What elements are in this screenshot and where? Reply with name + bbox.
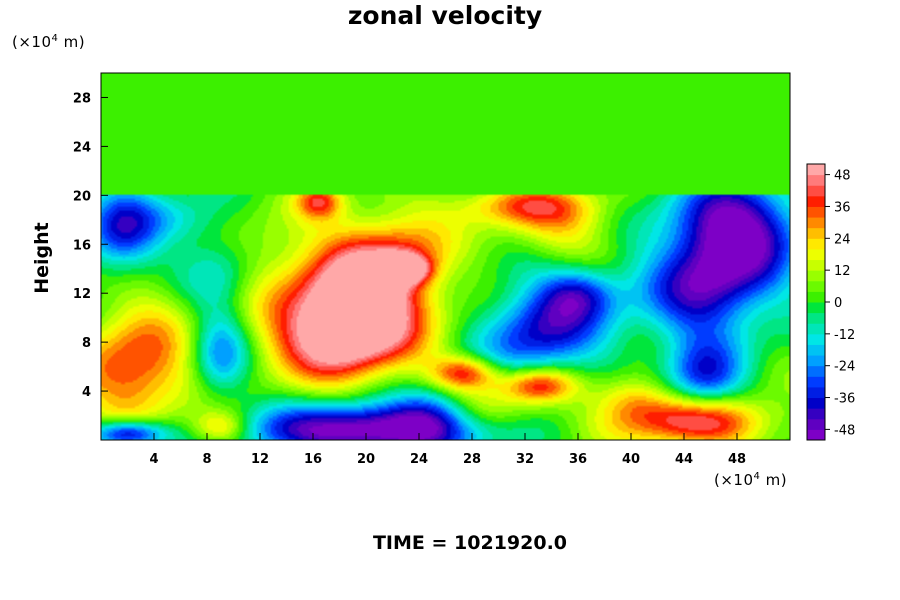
x-tick-label: 12 [251,452,269,467]
y-tick-label: 4 [82,385,91,400]
x-tick-label: 48 [728,452,746,467]
colorbar-segment [807,333,825,345]
colorbar-tick-label: 24 [834,232,851,247]
y-tick-label: 8 [82,336,91,351]
colorbar-tick-label: 12 [834,264,851,279]
colorbar-segment [807,365,825,377]
x-unit-exponent: 4 [753,471,761,482]
y-unit-exponent: 4 [51,33,59,44]
colorbar-segment [807,164,825,176]
plot-frame [100,72,791,441]
y-axis-unit-label: (×104 m) [12,33,85,51]
colorbar-segment [807,217,825,229]
x-tick-label: 16 [304,452,322,467]
x-axis-unit-label: (×104 m) [714,471,787,489]
colorbar-segment [807,408,825,420]
x-tick-label: 40 [622,452,640,467]
colorbar-segment [807,312,825,324]
colorbar-segment [807,397,825,409]
x-unit-suffix: m) [760,471,788,489]
colorbar-segment [807,418,825,430]
y-axis-ticks: 4 8 12 16 20 24 28 [73,91,108,400]
chart-title: zonal velocity [347,1,543,30]
colorbar-tick-label: -36 [834,392,855,407]
x-tick-label: 4 [149,452,158,467]
colorbar-segment [807,386,825,399]
time-readout: TIME = 1021920.0 [372,532,568,554]
x-tick-label: 32 [516,452,534,467]
colorbar-segment [807,248,825,261]
y-tick-label: 20 [73,189,91,204]
x-tick-label: 20 [357,452,375,467]
colorbar-tick-label: -48 [834,423,855,438]
colorbar-segment [807,270,825,282]
colorbar-segment [807,280,825,292]
colorbar-segment [807,291,825,303]
colorbar-tick-label: -24 [834,360,855,375]
colorbar-segment [807,355,825,367]
x-axis-ticks: 4 8 12 16 20 24 28 32 36 40 44 48 [149,433,746,467]
colorbar-segment [807,429,825,441]
x-tick-label: 28 [463,452,481,467]
colorbar-segment [807,238,825,250]
colorbar: 48 36 24 12 0 -12 -24 -36 -48 [806,163,855,441]
y-tick-label: 28 [73,91,91,106]
colorbar-tick-label: 48 [834,169,851,184]
y-unit-suffix: m) [58,33,86,51]
colorbar-segment [807,195,825,207]
colorbar-segment [807,376,825,388]
y-tick-label: 24 [73,140,91,155]
y-unit-prefix: (×10 [12,33,52,51]
colorbar-segment [807,185,825,197]
colorbar-segment [807,206,825,218]
colorbar-segment [807,323,825,335]
colorbar-segment [807,259,825,271]
y-tick-label: 12 [73,287,91,302]
x-tick-label: 8 [202,452,211,467]
colorbar-segment [807,174,825,186]
x-unit-prefix: (×10 [714,471,754,489]
colorbar-tick-label: 36 [834,200,851,215]
y-tick-label: 16 [73,238,91,253]
velocity-field [101,73,790,440]
x-tick-label: 44 [675,452,693,467]
x-tick-label: 36 [569,452,587,467]
colorbar-segment [807,302,825,314]
colorbar-segment [807,344,825,356]
colorbar-tick-label: -12 [834,328,855,343]
colorbar-segment [807,227,825,239]
x-tick-label: 24 [410,452,428,467]
colorbar-tick-label: 0 [834,296,842,311]
